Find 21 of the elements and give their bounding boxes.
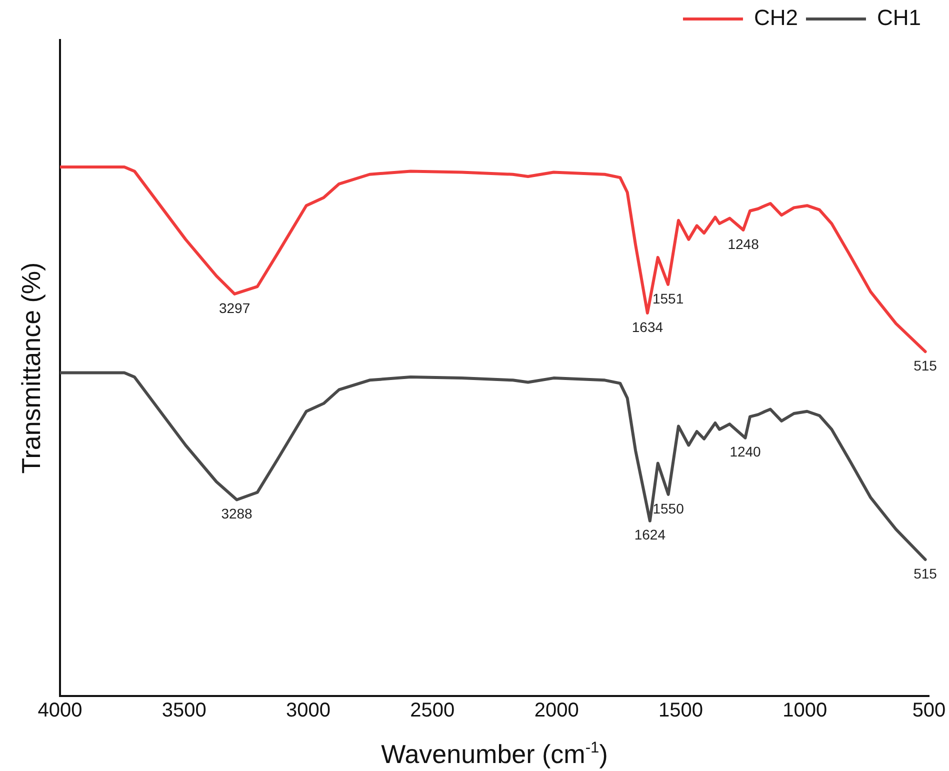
annotation: 3288 xyxy=(221,506,253,522)
legend-label: CH2 xyxy=(754,5,798,30)
x-tick-label: 1000 xyxy=(782,700,828,722)
x-tick-label: 3500 xyxy=(162,700,206,722)
annotation: 1551 xyxy=(652,290,684,306)
x-tick-label: 4000 xyxy=(38,700,82,722)
x-tick-label: 2000 xyxy=(534,700,579,722)
legend-label: CH1 xyxy=(876,5,922,30)
annotation: 1550 xyxy=(652,500,684,516)
x-tick-label: 2500 xyxy=(410,700,455,722)
annotation: 1248 xyxy=(728,236,760,252)
x-tick-label: 3000 xyxy=(286,700,331,722)
x-tick-label: 1500 xyxy=(658,700,703,722)
annotation: 515 xyxy=(914,357,938,374)
annotation: 1624 xyxy=(634,526,666,543)
annotation: 515 xyxy=(914,565,938,582)
annotation: 1634 xyxy=(632,318,664,335)
x-tick-label: 500 xyxy=(912,700,946,722)
annotation: 3297 xyxy=(218,300,250,316)
y-axis-title: Transmittance (%) xyxy=(16,262,46,474)
annotation: 1240 xyxy=(730,444,762,460)
